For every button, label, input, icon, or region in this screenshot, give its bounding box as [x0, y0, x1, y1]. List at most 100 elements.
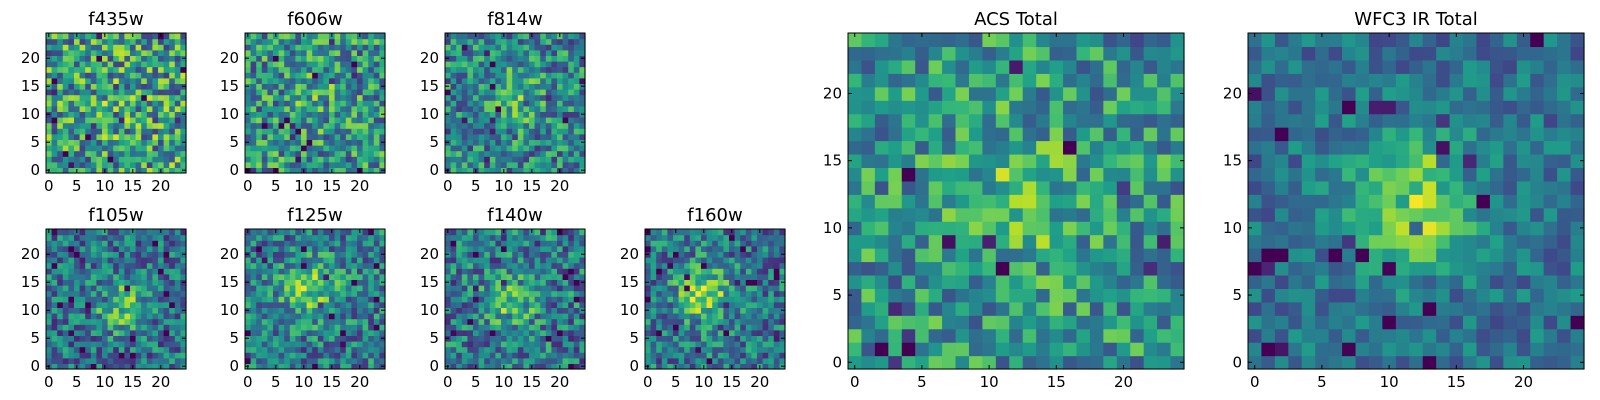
heatmap-cell	[751, 290, 758, 297]
heatmap-cell	[102, 268, 109, 275]
heatmap-cell	[1022, 355, 1037, 370]
heatmap-cell	[484, 318, 491, 325]
heatmap-cell	[478, 335, 485, 342]
heatmap-cell	[301, 105, 308, 112]
heatmap-cell	[267, 167, 274, 174]
heatmap-cell	[368, 105, 375, 112]
heatmap-cell	[779, 352, 786, 359]
heatmap-cell	[534, 133, 541, 140]
heatmap-cell	[650, 245, 657, 252]
heatmap-cell	[113, 257, 120, 264]
heatmap-cell	[540, 156, 547, 163]
heatmap-cell	[495, 77, 502, 84]
heatmap-cell	[256, 234, 263, 241]
heatmap-cell	[928, 301, 943, 316]
heatmap-cell	[152, 145, 159, 152]
heatmap-cell	[745, 335, 752, 342]
heatmap-cell	[250, 150, 257, 157]
heatmap-cell	[534, 313, 541, 320]
heatmap-cell	[901, 355, 916, 370]
heatmap-cell	[968, 221, 983, 236]
heatmap-cell	[334, 346, 341, 353]
heatmap-cell	[107, 273, 114, 280]
heatmap-cell	[267, 49, 274, 56]
heatmap-cell	[51, 49, 58, 56]
heatmap-cell	[673, 318, 680, 325]
heatmap-cell	[489, 290, 496, 297]
heatmap-cell	[85, 268, 92, 275]
heatmap-cell	[467, 145, 474, 152]
heatmap-cell	[245, 257, 252, 264]
heatmap-cell	[450, 245, 457, 252]
heatmap-cell	[323, 268, 330, 275]
axes-frame	[444, 32, 586, 174]
heatmap-cell	[450, 72, 457, 79]
heatmap-cell	[1170, 342, 1185, 357]
heatmap-cell	[79, 318, 86, 325]
heatmap-cell	[557, 251, 564, 258]
heatmap-cell	[96, 279, 103, 286]
heatmap-cell	[323, 262, 330, 269]
heatmap-cell	[334, 77, 341, 84]
heatmap-cell	[135, 363, 142, 370]
heatmap-cell	[501, 234, 508, 241]
heatmap-cell	[506, 318, 513, 325]
heatmap-cell	[557, 346, 564, 353]
heatmap-cell	[340, 285, 347, 292]
heatmap-cell	[113, 251, 120, 258]
heatmap-cell	[373, 251, 380, 258]
heatmap-cell	[312, 341, 319, 348]
heatmap-cell	[1063, 248, 1078, 263]
heatmap-cell	[545, 128, 552, 135]
heatmap-cell	[284, 156, 291, 163]
heatmap-cell	[456, 273, 463, 280]
heatmap-cell	[245, 150, 252, 157]
heatmap-cell	[158, 307, 165, 314]
heatmap-cell	[141, 307, 148, 314]
heatmap-cell	[345, 318, 352, 325]
heatmap-cell	[695, 318, 702, 325]
heatmap-cell	[146, 257, 153, 264]
heatmap-cell	[256, 83, 263, 90]
heatmap-cell	[1036, 274, 1051, 289]
heatmap-cell	[1116, 301, 1131, 316]
heatmap-cell	[1022, 342, 1037, 357]
heatmap-cell	[723, 318, 730, 325]
heatmap-cell	[90, 139, 97, 146]
heatmap-cell	[163, 285, 170, 292]
x-tick-label: 10	[294, 177, 313, 195]
heatmap-cell	[267, 301, 274, 308]
heatmap-cell	[135, 105, 142, 112]
heatmap-cell	[942, 167, 957, 182]
heatmap-cell	[534, 89, 541, 96]
heatmap-cell	[506, 352, 513, 359]
heatmap-cell	[473, 307, 480, 314]
heatmap-cell	[323, 49, 330, 56]
heatmap-cell	[1170, 328, 1185, 343]
heatmap-cell	[329, 290, 336, 297]
heatmap-cell	[256, 145, 263, 152]
heatmap-cell	[90, 105, 97, 112]
heatmap-cell	[261, 307, 268, 314]
heatmap-cell	[96, 128, 103, 135]
heatmap-cell	[158, 122, 165, 129]
heatmap-cell	[273, 161, 280, 168]
heatmap-cell	[562, 128, 569, 135]
heatmap-cell	[301, 346, 308, 353]
heatmap-cell	[141, 262, 148, 269]
heatmap-cell	[529, 61, 536, 68]
heatmap-cell	[517, 150, 524, 157]
heatmap-cell	[289, 105, 296, 112]
heatmap-cell	[158, 83, 165, 90]
heatmap-cell	[329, 352, 336, 359]
heatmap-cell	[473, 357, 480, 364]
heatmap-cell	[779, 296, 786, 303]
heatmap-cell	[180, 117, 187, 124]
heatmap-cell	[113, 128, 120, 135]
heatmap-cell	[74, 111, 81, 118]
heatmap-cell	[517, 72, 524, 79]
heatmap-cell	[478, 150, 485, 157]
heatmap-cell	[1022, 180, 1037, 195]
x-tick-label: 5	[72, 177, 82, 195]
heatmap-cell	[968, 261, 983, 276]
